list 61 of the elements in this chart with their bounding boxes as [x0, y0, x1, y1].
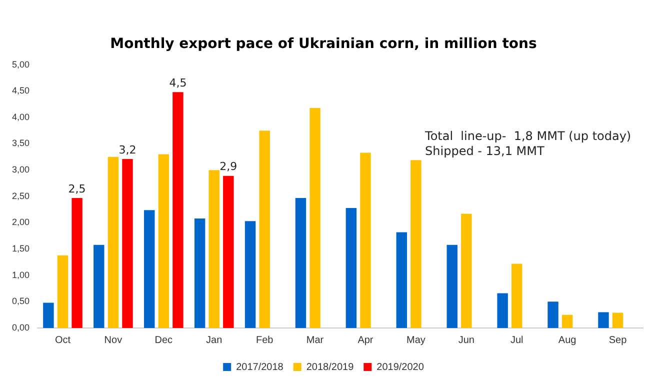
x-tick-label: Aug: [558, 334, 576, 346]
bar: [122, 159, 133, 328]
x-tick-label: Sep: [608, 334, 628, 346]
bar: [562, 314, 573, 328]
bar: [295, 198, 306, 328]
x-tick-label: Mar: [306, 334, 324, 346]
bar: [72, 198, 82, 328]
annotation: Shipped - 13,1 MMT: [425, 144, 546, 158]
y-tick-label: 2,00: [12, 217, 30, 228]
bar: [497, 293, 508, 328]
bar: [410, 160, 422, 328]
bar: [511, 264, 522, 328]
data-label: 3,2: [118, 143, 136, 156]
y-tick-label: 5,00: [12, 59, 30, 70]
x-tick-label: May: [406, 334, 426, 346]
y-tick-label: 1,00: [12, 270, 30, 280]
bar: [223, 176, 234, 328]
bar: [461, 214, 472, 328]
bar: [548, 302, 558, 328]
x-tick-label: Nov: [104, 334, 122, 346]
legend-label: 2019/2020: [376, 362, 424, 373]
bar: [612, 312, 624, 328]
bar: [598, 312, 609, 328]
annotation: Total line-up- 1,8 MMT (up today): [424, 128, 632, 143]
y-tick-label: 0,50: [12, 296, 30, 306]
y-tick-label: 0,00: [12, 322, 30, 332]
bar: [346, 208, 357, 328]
bar: [446, 244, 458, 328]
bar: [259, 130, 270, 328]
legend-label: 2017/2018: [236, 362, 284, 373]
x-tick-label: Feb: [256, 334, 274, 346]
bar: [108, 156, 119, 328]
x-tick-label: Dec: [154, 334, 173, 346]
bar: [244, 221, 256, 328]
y-tick-label: 4,50: [12, 86, 30, 96]
y-tick-label: 3,00: [12, 164, 30, 175]
x-tick-label: Jul: [510, 334, 524, 346]
data-label: 2,5: [68, 182, 86, 196]
x-tick-label: Jan: [206, 334, 222, 346]
bar: [396, 232, 408, 328]
data-label: 4,5: [169, 76, 187, 90]
bar: [208, 170, 220, 328]
data-label: 2,9: [220, 160, 238, 174]
bar: [172, 92, 184, 328]
bar: [94, 244, 104, 328]
y-tick-label: 3,50: [12, 138, 30, 148]
y-tick-label: 1,50: [12, 244, 30, 254]
bar: [360, 152, 371, 328]
x-tick-label: Apr: [358, 334, 374, 346]
y-tick-label: 4,00: [12, 112, 30, 122]
legend-label: 2018/2019: [306, 362, 354, 373]
x-tick-label: Jun: [458, 334, 474, 346]
chart-title: Monthly export pace of Ukrainian corn, in million tons: [110, 36, 537, 52]
y-tick-label: 2,50: [12, 190, 30, 201]
bar: [194, 218, 206, 328]
bar: [144, 210, 155, 328]
bar: [57, 255, 68, 328]
bar: [310, 108, 320, 328]
x-tick-label: Oct: [54, 334, 71, 346]
bar: [43, 302, 54, 328]
bar: [158, 154, 170, 328]
